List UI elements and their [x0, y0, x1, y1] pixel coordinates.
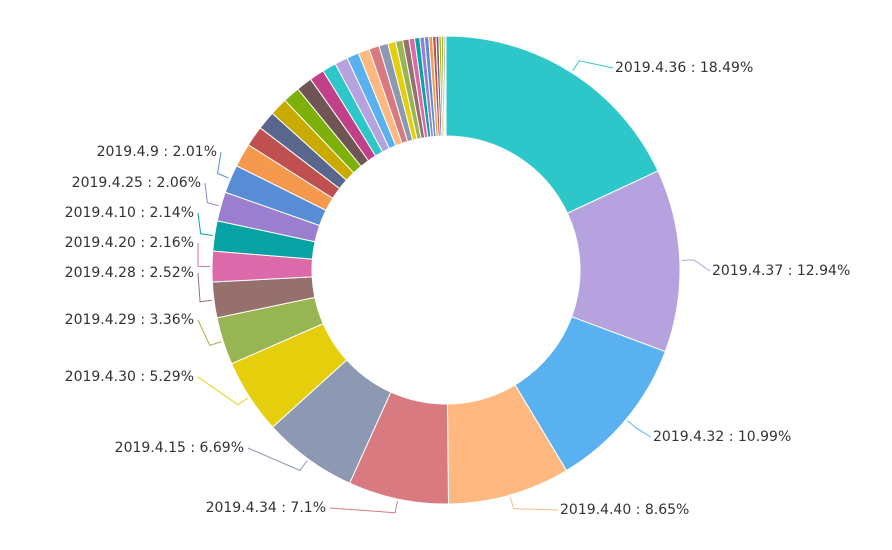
slice-label: 2019.4.9 : 2.01%	[97, 144, 217, 160]
slice-label: 2019.4.32 : 10.99%	[653, 429, 791, 445]
label-leader-line	[627, 420, 652, 438]
label-leader-line	[572, 60, 614, 72]
slice-label: 2019.4.29 : 3.36%	[65, 312, 194, 328]
label-leader-line	[197, 376, 249, 406]
label-leader-line	[681, 259, 711, 272]
slice-label: 2019.4.15 : 6.69%	[115, 440, 244, 456]
label-leader-line	[217, 151, 229, 179]
pie-slice[interactable]	[445, 35, 659, 214]
slice-label: 2019.4.40 : 8.65%	[560, 502, 689, 518]
slice-label: 2019.4.36 : 18.49%	[615, 60, 753, 76]
label-leader-line	[197, 212, 213, 237]
slice-label: 2019.4.28 : 2.52%	[65, 265, 194, 281]
slice-label: 2019.4.10 : 2.14%	[65, 205, 194, 221]
pie-slice[interactable]	[444, 35, 447, 137]
slice-label: 2019.4.34 : 7.1%	[206, 500, 326, 516]
slices-layer	[211, 35, 681, 505]
slice-label: 2019.4.20 : 2.16%	[65, 235, 194, 251]
labels-layer: 2019.4.36 : 18.49% 2019.4.37 : 12.94% 2019…	[65, 60, 851, 518]
slice-label: 2019.4.25 : 2.06%	[72, 175, 201, 191]
label-leader-line	[509, 496, 559, 511]
slice-label: 2019.4.37 : 12.94%	[712, 263, 850, 279]
slice-label: 2019.4.30 : 5.29%	[65, 369, 194, 385]
label-leader-line	[197, 272, 213, 303]
label-leader-line	[329, 500, 399, 514]
label-leader-line	[204, 182, 220, 207]
label-leader-line	[247, 447, 308, 472]
label-leader-line	[197, 319, 222, 346]
label-leader-line	[197, 242, 211, 267]
